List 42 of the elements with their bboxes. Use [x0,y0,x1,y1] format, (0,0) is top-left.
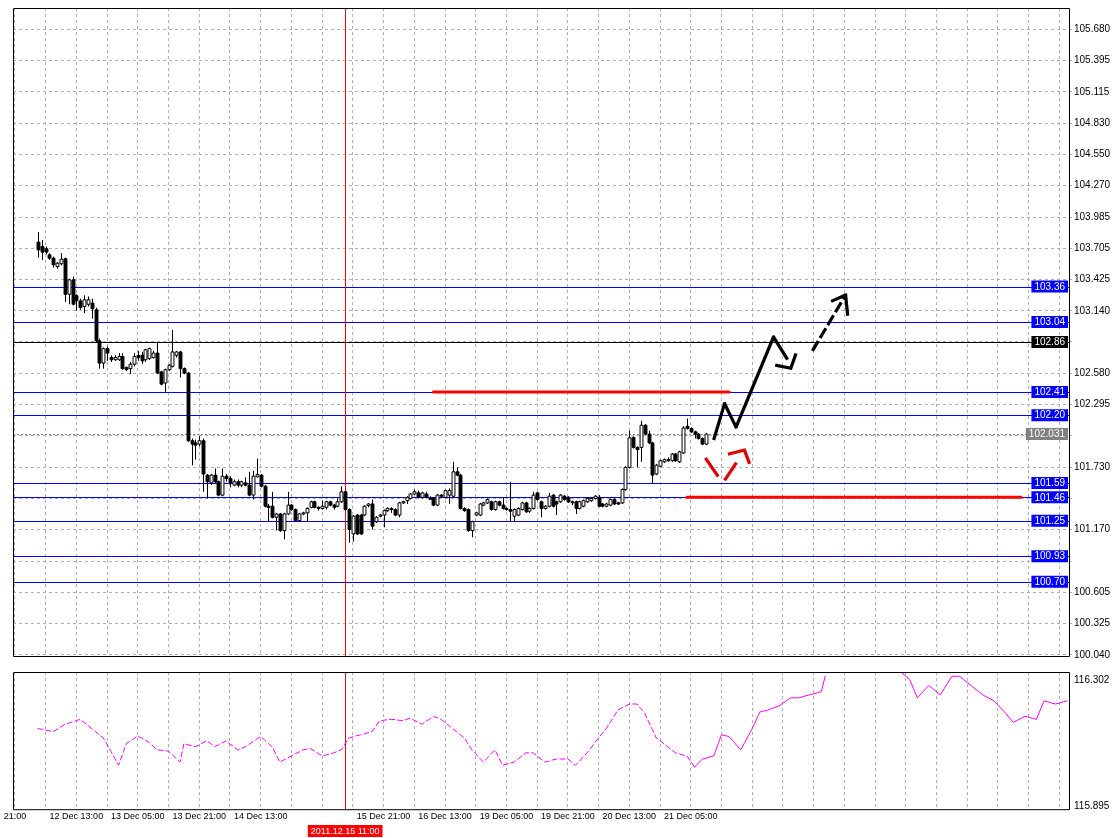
y-tick-label: 103.985 [1074,210,1111,222]
ref-line-label: 102.86 [1034,336,1066,348]
ref-line-label: 100.70 [1034,575,1066,587]
ref-line-label: 102.20 [1034,409,1066,421]
ref-line-label: 103.36 [1034,280,1066,292]
y-tick-label: 102.580 [1074,366,1111,378]
y-tick-label: 115.895 [1074,799,1110,811]
y-tick-label: 105.395 [1074,54,1111,66]
y-tick-label: 100.605 [1074,585,1111,597]
x-tick-label: 19 Dec 05:00 [479,811,534,822]
x-tick-label: 21 Dec 05:00 [663,811,718,822]
x-tick-label: 19 Dec 21:00 [541,811,595,822]
y-tick-label: 100.040 [1074,648,1111,660]
x-tick-label: 14 Dec 13:00 [233,811,288,822]
y-tick-label: 105.115 [1074,85,1110,97]
x-tick-label: 16 Dec 13:00 [418,811,472,822]
y-tick-label: 104.830 [1074,117,1111,129]
x-tick-label: 20 Dec 13:00 [602,811,657,822]
x-tick-label: 2011.12.15 11:00 [310,825,380,836]
ref-line-label: 101.25 [1034,514,1066,526]
y-tick-label: 100.325 [1074,617,1111,629]
ref-line-label: 101.59 [1034,477,1066,489]
y-tick-label: 103.425 [1074,273,1111,285]
y-tick-label: 101.170 [1074,523,1111,535]
y-tick-label: 103.705 [1074,241,1111,253]
y-tick-label: 116.302 [1074,674,1110,686]
x-tick-label: 13 Dec 21:00 [172,811,227,822]
ref-line-label: 100.93 [1034,550,1066,562]
y-tick-label: 105.680 [1074,22,1111,34]
x-tick-label: 15 Dec 21:00 [356,811,411,822]
x-tick-label: 13 Dec 05:00 [111,811,165,822]
ref-line-label: 101.46 [1034,491,1066,503]
y-tick-label: 103.140 [1074,304,1111,316]
ref-line-label: 102.031 [1028,428,1066,440]
y-tick-label: 104.550 [1074,148,1111,160]
y-tick-label: 102.295 [1074,398,1111,410]
ref-line-label: 102.41 [1034,386,1066,398]
y-tick-label: 104.270 [1074,179,1111,191]
x-tick-label: 12 Dec 13:00 [49,811,104,822]
ref-line-label: 103.04 [1034,316,1066,328]
x-tick-label: 21:00 [3,811,27,822]
y-tick-label: 101.730 [1074,461,1111,473]
